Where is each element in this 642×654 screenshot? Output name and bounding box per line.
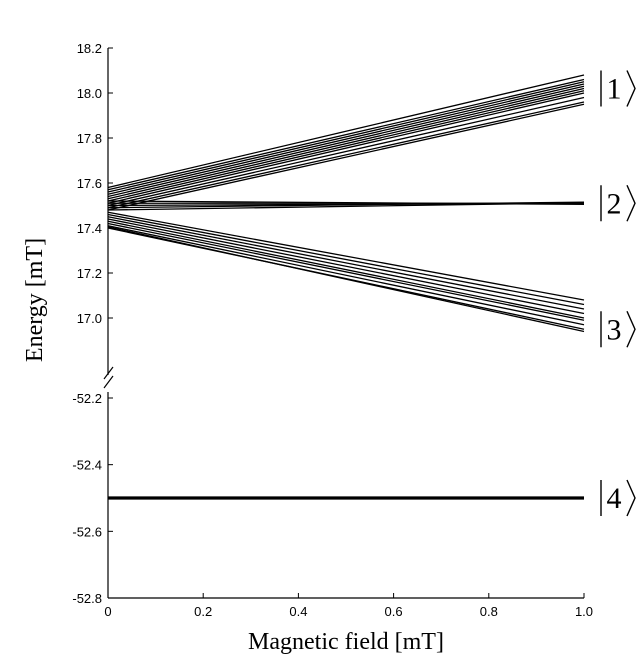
y-tick-label: 17.6 [77,176,102,191]
x-tick-label: 0.4 [289,604,307,619]
ket-label-1: 1 [607,73,622,106]
energy-line-state-1 [108,93,584,203]
energy-line-state-1 [108,75,584,188]
energy-line-state-1 [108,84,584,194]
energy-line-state-3 [108,226,584,325]
x-tick-label: 1.0 [575,604,593,619]
energy-line-state-3 [108,212,584,300]
ket-angle-4 [627,480,635,516]
ket-angle-3 [627,311,635,347]
y-tick-label: 18.0 [77,86,102,101]
energy-line-state-1 [108,91,584,201]
energy-line-state-1 [108,98,584,206]
ket-label-4: 4 [607,482,622,515]
energy-line-state-1 [108,80,584,190]
y-tick-label: 18.2 [77,41,102,56]
x-axis-title: Magnetic field [mT] [248,629,444,654]
ticks: 18.2 18.0 17.8 17.6 17.4 17.2 17.0 -52.2 -52.4 -5… [72,41,593,619]
ket-label-3: 3 [607,313,622,346]
state-labels: 1 2 3 4 [601,71,635,517]
energy-line-state-3 [108,217,584,309]
y-tick-label: 17.8 [77,131,102,146]
energy-line-state-3 [108,219,584,314]
energy-line-state-1 [108,89,584,199]
energy-line-state-3 [108,221,584,318]
curves [108,75,584,499]
energy-line-state-1 [108,86,584,196]
ket-label-2: 2 [607,187,622,220]
ket-angle-1 [627,71,635,107]
energy-line-state-1 [108,102,584,208]
x-tick-label: 0.8 [480,604,498,619]
energy-line-state-3 [108,227,584,332]
energy-line-state-1 [108,104,584,210]
x-tick-label: 0.2 [194,604,212,619]
y-tick-label: 17.0 [77,311,102,326]
y-tick-label: -52.6 [72,524,102,539]
axes [104,48,584,598]
energy-line-state-3 [108,224,584,321]
x-tick-label: 0.6 [385,604,403,619]
y-tick-label: -52.2 [72,391,102,406]
x-tick-label: 0 [104,604,111,619]
y-tick-label: -52.8 [72,591,102,606]
y-tick-label: 17.2 [77,266,102,281]
energy-line-state-1 [108,82,584,192]
y-axis-title: Energy [mT] [22,238,48,362]
y-tick-label: -52.4 [72,458,102,473]
y-tick-label: 17.4 [77,221,102,236]
energy-line-state-3 [108,215,584,305]
ket-angle-2 [627,185,635,221]
